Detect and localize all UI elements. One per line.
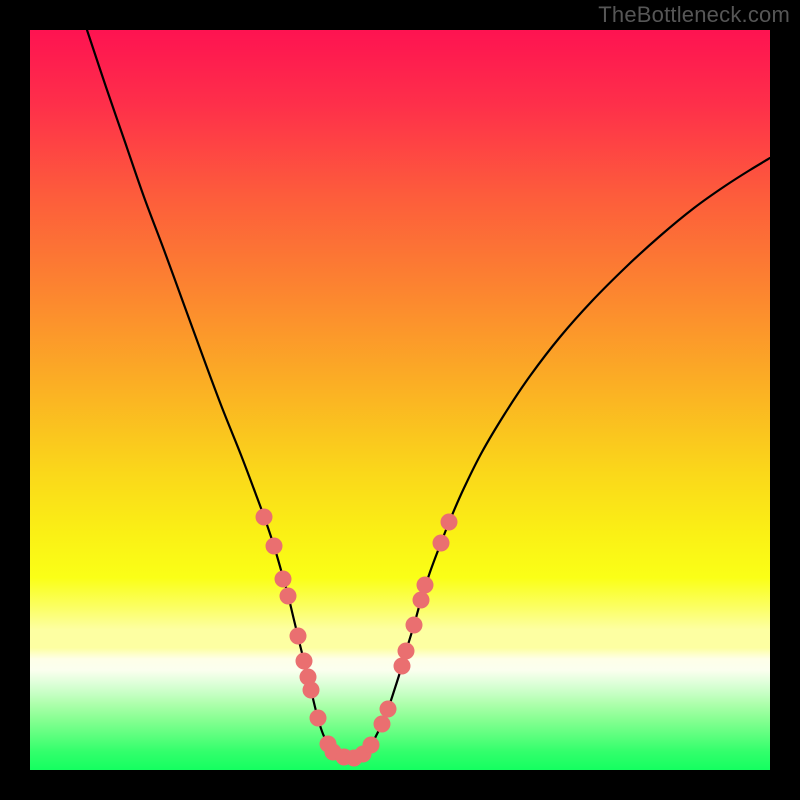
data-marker — [433, 535, 450, 552]
data-marker — [441, 514, 458, 531]
data-marker — [303, 682, 320, 699]
data-marker — [275, 571, 292, 588]
data-marker — [374, 716, 391, 733]
data-marker — [398, 643, 415, 660]
data-marker — [256, 509, 273, 526]
data-marker — [296, 653, 313, 670]
data-marker — [363, 737, 380, 754]
bottleneck-chart — [30, 30, 770, 770]
data-marker — [394, 658, 411, 675]
data-marker — [290, 628, 307, 645]
data-marker — [406, 617, 423, 634]
data-marker — [417, 577, 434, 594]
plot-area — [30, 30, 770, 770]
chart-frame: TheBottleneck.com — [0, 0, 800, 800]
data-marker — [266, 538, 283, 555]
data-marker — [310, 710, 327, 727]
data-marker — [380, 701, 397, 718]
data-marker — [413, 592, 430, 609]
data-marker — [280, 588, 297, 605]
watermark-text: TheBottleneck.com — [598, 2, 790, 28]
